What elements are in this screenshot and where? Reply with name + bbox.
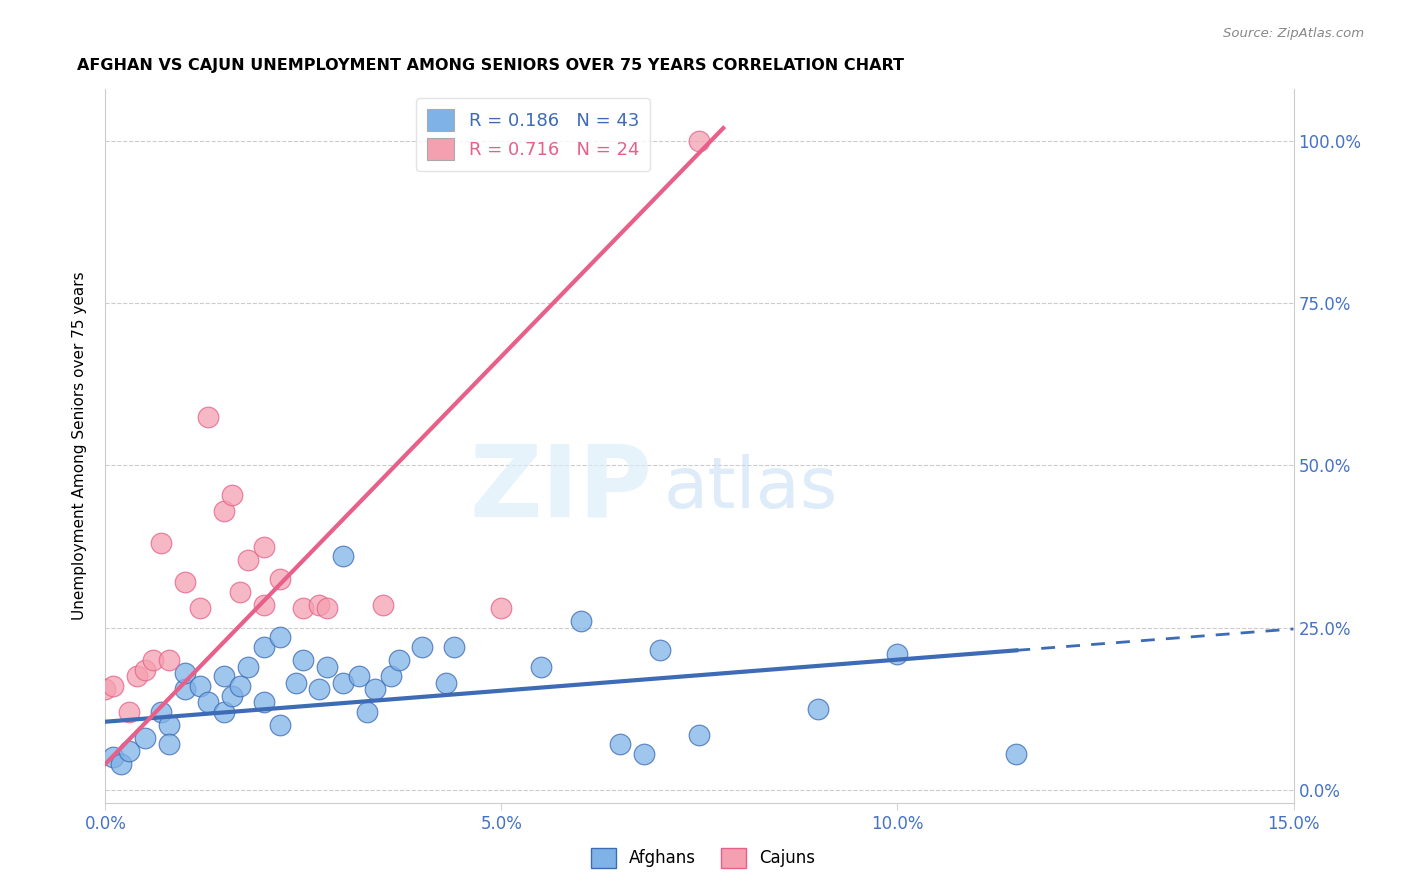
Y-axis label: Unemployment Among Seniors over 75 years: Unemployment Among Seniors over 75 years <box>72 272 87 620</box>
Point <box>609 738 631 752</box>
Legend: R = 0.186   N = 43, R = 0.716   N = 24: R = 0.186 N = 43, R = 0.716 N = 24 <box>416 98 650 171</box>
Point <box>149 536 172 550</box>
Point <box>197 409 219 424</box>
Point <box>253 695 276 709</box>
Point <box>434 675 457 690</box>
Point <box>364 682 387 697</box>
Point <box>157 653 180 667</box>
Point <box>269 631 291 645</box>
Point <box>491 601 513 615</box>
Point <box>94 682 117 697</box>
Point <box>214 705 236 719</box>
Point <box>1005 747 1028 761</box>
Point <box>221 689 243 703</box>
Point <box>807 702 830 716</box>
Point <box>689 134 711 148</box>
Text: ZIP: ZIP <box>470 441 652 537</box>
Point <box>253 640 276 654</box>
Point <box>316 601 339 615</box>
Text: atlas: atlas <box>664 454 838 524</box>
Point <box>190 601 212 615</box>
Point <box>269 718 291 732</box>
Point <box>689 728 711 742</box>
Point <box>347 669 370 683</box>
Point <box>292 601 315 615</box>
Point <box>292 653 315 667</box>
Point <box>157 738 180 752</box>
Point <box>356 705 378 719</box>
Point <box>118 744 141 758</box>
Point <box>253 598 276 612</box>
Point <box>229 585 252 599</box>
Point <box>284 675 307 690</box>
Point <box>103 750 125 764</box>
Point <box>236 552 259 566</box>
Point <box>134 731 156 745</box>
Point <box>157 718 180 732</box>
Point <box>411 640 433 654</box>
Point <box>134 663 156 677</box>
Point <box>149 705 172 719</box>
Point <box>229 679 252 693</box>
Point <box>269 572 291 586</box>
Text: AFGHAN VS CAJUN UNEMPLOYMENT AMONG SENIORS OVER 75 YEARS CORRELATION CHART: AFGHAN VS CAJUN UNEMPLOYMENT AMONG SENIO… <box>77 58 904 73</box>
Point <box>118 705 141 719</box>
Point <box>214 504 236 518</box>
Point <box>569 614 592 628</box>
Point <box>173 575 195 590</box>
Point <box>214 669 236 683</box>
Point <box>332 549 354 564</box>
Point <box>332 675 354 690</box>
Text: Source: ZipAtlas.com: Source: ZipAtlas.com <box>1223 27 1364 40</box>
Point <box>308 682 330 697</box>
Point <box>371 598 394 612</box>
Point <box>253 540 276 554</box>
Point <box>173 682 195 697</box>
Point <box>142 653 165 667</box>
Point <box>387 653 409 667</box>
Point <box>190 679 212 693</box>
Point <box>530 659 553 673</box>
Point <box>648 643 671 657</box>
Point <box>103 679 125 693</box>
Point <box>236 659 259 673</box>
Point <box>380 669 402 683</box>
Point <box>173 666 195 681</box>
Point <box>886 647 908 661</box>
Point <box>316 659 339 673</box>
Point <box>127 669 149 683</box>
Point <box>221 488 243 502</box>
Point <box>197 695 219 709</box>
Point <box>110 756 132 771</box>
Point <box>443 640 465 654</box>
Legend: Afghans, Cajuns: Afghans, Cajuns <box>583 841 823 875</box>
Point <box>633 747 655 761</box>
Point <box>308 598 330 612</box>
